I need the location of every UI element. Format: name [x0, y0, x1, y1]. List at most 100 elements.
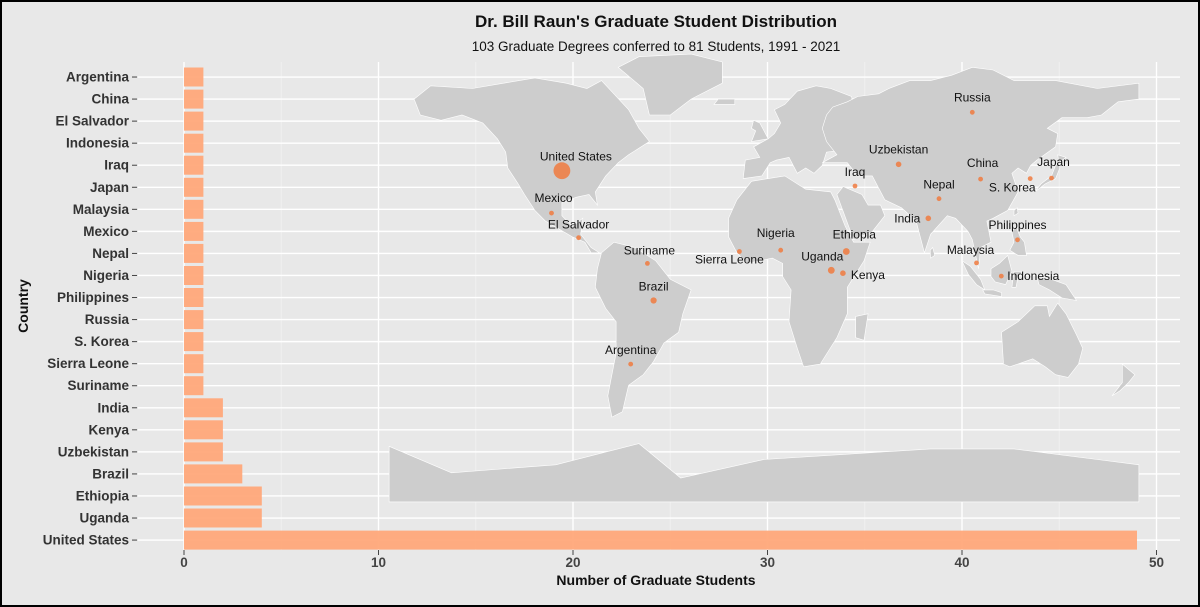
bar-mexico — [184, 221, 204, 241]
bar-nepal — [184, 243, 204, 263]
map-markers — [549, 109, 1054, 367]
bar-malaysia — [184, 199, 204, 219]
map-marker-el-salvador — [576, 235, 581, 241]
y-tick-label: S. Korea — [74, 334, 129, 349]
y-tick-label: Japan — [90, 180, 129, 195]
bar-india — [184, 398, 223, 418]
map-label-india: India — [894, 211, 920, 225]
x-tick-label: 50 — [1149, 555, 1164, 570]
y-tick-label: Iraq — [104, 158, 129, 173]
y-tick-label: Malaysia — [73, 202, 130, 217]
bar-japan — [184, 177, 204, 197]
bar-s-korea — [184, 332, 204, 352]
y-tick-label: Suriname — [67, 378, 129, 393]
map-land-antarctica — [388, 443, 1140, 503]
y-tick-label: Mexico — [83, 224, 129, 239]
map-land-japan — [1034, 154, 1067, 193]
map-marker-united-states — [553, 162, 571, 180]
bar-suriname — [184, 376, 204, 396]
map-label-nigeria: Nigeria — [757, 226, 795, 240]
map-land-taiwan — [1013, 207, 1019, 217]
map-marker-uganda — [827, 266, 835, 274]
map-marker-brazil — [650, 297, 657, 304]
x-tick-label: 20 — [565, 555, 580, 570]
map-marker-ethiopia — [842, 248, 850, 255]
bar-ethiopia — [184, 486, 262, 506]
map-label-kenya: Kenya — [851, 268, 885, 282]
map-land-australia — [1001, 302, 1084, 378]
map-marker-japan — [1049, 175, 1054, 181]
y-tick-label: Uzbekistan — [58, 444, 129, 459]
map-label-uganda: Uganda — [801, 249, 843, 263]
y-tick-label: Brazil — [92, 466, 129, 481]
map-marker-s-korea — [1027, 176, 1033, 182]
map-labels: United States Mexico El Salvador Suriname Br… — [534, 90, 1069, 357]
map-marker-suriname — [645, 261, 650, 266]
map-land — [388, 53, 1140, 503]
y-tick-label: Indonesia — [66, 136, 130, 151]
map-label-iraq: Iraq — [845, 165, 866, 179]
map-land-north-america — [413, 77, 650, 254]
map-land-iceland — [713, 98, 736, 105]
y-tick-label: Sierra Leone — [47, 356, 129, 371]
y-tick-label: China — [91, 92, 129, 107]
chart-title: Dr. Bill Raun's Graduate Student Distrib… — [475, 12, 837, 31]
map-marker-india — [925, 215, 932, 222]
map-land-java — [982, 289, 1002, 297]
map-label-china: China — [967, 156, 999, 170]
bar-united-states — [184, 530, 1137, 550]
map-label-malaysia: Malaysia — [947, 243, 995, 257]
bar-el-salvador — [184, 111, 204, 131]
bar-russia — [184, 310, 204, 330]
map-marker-nepal — [936, 196, 942, 202]
y-tick-label: Uganda — [79, 511, 129, 526]
map-label-suriname: Suriname — [624, 243, 676, 257]
map-land-arabia — [836, 186, 886, 240]
x-tick-labels: 0 10 20 30 40 50 — [180, 550, 1164, 570]
x-axis-label: Number of Graduate Students — [556, 572, 755, 588]
map-label-brazil: Brazil — [639, 280, 669, 294]
bar-nigeria — [184, 266, 204, 285]
y-tick-label: Ethiopia — [76, 489, 130, 504]
x-tick-label: 30 — [760, 555, 775, 570]
x-tick-label: 10 — [371, 555, 386, 570]
y-axis-label: Country — [15, 279, 31, 333]
map-land-new-guinea — [1036, 276, 1078, 301]
map-land-greenland — [617, 53, 723, 116]
map-marker-malaysia — [974, 260, 979, 266]
map-label-indonesia: Indonesia — [1007, 269, 1059, 283]
map-land-asia — [821, 66, 1140, 269]
map-land-new-zealand — [1111, 363, 1136, 397]
y-tick-label: Philippines — [57, 290, 129, 305]
y-tick-label: Russia — [85, 312, 130, 327]
y-tick-label: Kenya — [88, 422, 129, 437]
bar-argentina — [184, 67, 204, 87]
y-tick-label: Nepal — [92, 246, 129, 261]
map-label-ethiopia: Ethiopia — [833, 228, 877, 242]
bar-uzbekistan — [184, 442, 223, 462]
map-marker-uzbekistan — [895, 161, 902, 168]
map-marker-argentina — [628, 361, 634, 367]
map-label-el-salvador: El Salvador — [548, 218, 609, 232]
bar-brazil — [184, 464, 243, 484]
map-marker-sierra-leone — [737, 249, 742, 254]
map-label-japan: Japan — [1037, 155, 1070, 169]
map-label-mexico: Mexico — [534, 191, 572, 205]
map-marker-kenya — [840, 270, 846, 277]
map-label-uzbekistan: Uzbekistan — [869, 142, 928, 156]
x-tick-label: 0 — [180, 555, 188, 570]
map-label-united-states: United States — [540, 150, 612, 164]
map-land-south-america — [594, 241, 692, 418]
bar-iraq — [184, 155, 204, 175]
y-tick-labels: Argentina China El Salvador Indonesia Iraq Ja… — [43, 70, 137, 548]
map-land-madagascar — [855, 313, 869, 341]
bar-sierra-leone — [184, 354, 204, 374]
map-label-philippines: Philippines — [988, 218, 1046, 232]
bars — [184, 67, 1137, 550]
bar-philippines — [184, 288, 204, 307]
map-marker-philippines — [1015, 237, 1020, 243]
y-tick-label: India — [97, 400, 129, 415]
bar-kenya — [184, 420, 223, 440]
map-marker-mexico — [549, 210, 554, 216]
